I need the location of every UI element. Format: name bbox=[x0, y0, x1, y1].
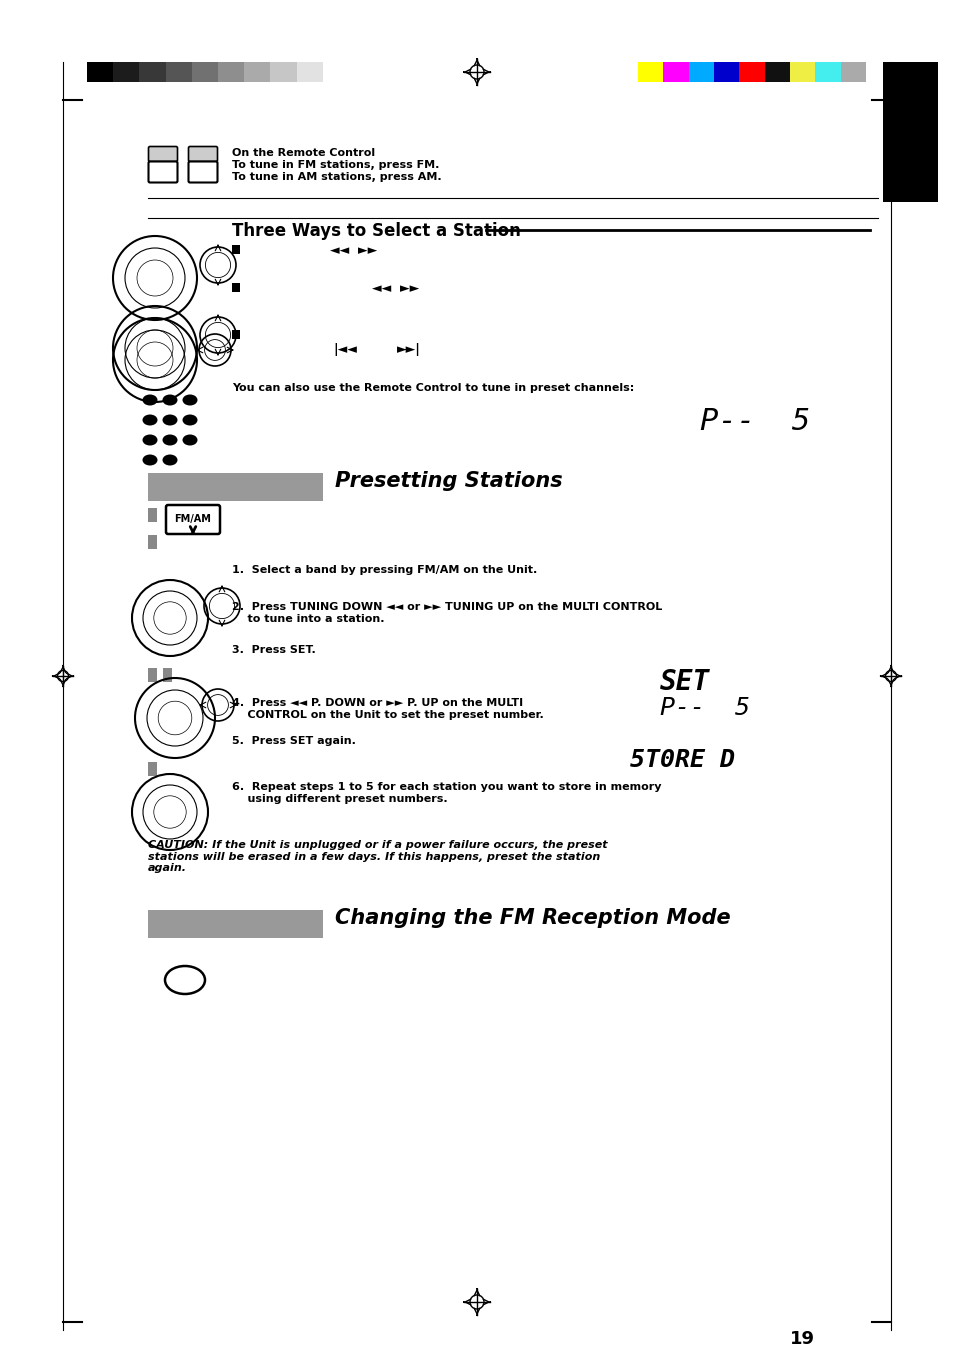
Ellipse shape bbox=[162, 434, 177, 446]
Text: ◄◄  ►►: ◄◄ ►► bbox=[330, 243, 376, 257]
Bar bbox=[218, 62, 244, 82]
Text: SET: SET bbox=[659, 668, 709, 696]
Ellipse shape bbox=[162, 454, 177, 465]
Text: 19: 19 bbox=[789, 1330, 814, 1348]
Bar bbox=[764, 62, 789, 82]
Ellipse shape bbox=[142, 434, 157, 446]
Bar bbox=[815, 62, 840, 82]
Text: |◄◄: |◄◄ bbox=[333, 343, 356, 356]
Text: To tune in FM stations, press FM.: To tune in FM stations, press FM. bbox=[232, 160, 439, 170]
Bar bbox=[148, 508, 157, 522]
Bar bbox=[232, 330, 240, 339]
Text: On the Remote Control: On the Remote Control bbox=[232, 147, 375, 158]
Ellipse shape bbox=[162, 415, 177, 426]
FancyBboxPatch shape bbox=[166, 506, 220, 534]
Bar bbox=[148, 535, 157, 549]
Bar bbox=[322, 62, 349, 82]
Text: ►►|: ►►| bbox=[396, 343, 420, 356]
Text: 5T0RE D: 5T0RE D bbox=[629, 748, 734, 772]
Bar bbox=[739, 62, 764, 82]
FancyBboxPatch shape bbox=[189, 161, 217, 183]
Text: 4.  Press ◄◄ P. DOWN or ►► P. UP on the MULTI
    CONTROL on the Unit to set the: 4. Press ◄◄ P. DOWN or ►► P. UP on the M… bbox=[232, 698, 543, 719]
Bar bbox=[638, 62, 662, 82]
Bar bbox=[148, 668, 157, 681]
Ellipse shape bbox=[182, 415, 197, 426]
Text: FM/AM: FM/AM bbox=[174, 514, 212, 525]
Bar bbox=[662, 62, 688, 82]
Bar bbox=[840, 62, 865, 82]
Bar bbox=[232, 245, 240, 254]
Bar bbox=[270, 62, 296, 82]
Bar bbox=[87, 62, 113, 82]
FancyBboxPatch shape bbox=[189, 146, 217, 161]
Bar bbox=[166, 62, 192, 82]
Ellipse shape bbox=[142, 395, 157, 406]
Bar bbox=[148, 473, 323, 502]
Ellipse shape bbox=[162, 395, 177, 406]
Bar bbox=[139, 62, 166, 82]
Text: Presetting Stations: Presetting Stations bbox=[335, 470, 562, 491]
Bar bbox=[688, 62, 713, 82]
FancyBboxPatch shape bbox=[149, 161, 177, 183]
Text: Three Ways to Select a Station: Three Ways to Select a Station bbox=[232, 222, 520, 241]
Text: 1.  Select a band by pressing FM/AM on the Unit.: 1. Select a band by pressing FM/AM on th… bbox=[232, 565, 537, 575]
Text: CAUTION: If the Unit is unplugged or if a power failure occurs, the preset
stati: CAUTION: If the Unit is unplugged or if … bbox=[148, 840, 607, 873]
Ellipse shape bbox=[142, 454, 157, 465]
Bar bbox=[148, 763, 157, 776]
Bar bbox=[232, 283, 240, 292]
Text: ◄◄  ►►: ◄◄ ►► bbox=[372, 283, 418, 295]
Ellipse shape bbox=[142, 415, 157, 426]
Bar bbox=[244, 62, 270, 82]
Bar bbox=[789, 62, 815, 82]
Text: P--  5: P-- 5 bbox=[659, 696, 749, 721]
Ellipse shape bbox=[182, 434, 197, 446]
Bar bbox=[163, 668, 172, 681]
Bar bbox=[148, 910, 323, 938]
Ellipse shape bbox=[182, 395, 197, 406]
Bar bbox=[192, 62, 218, 82]
FancyBboxPatch shape bbox=[149, 146, 177, 161]
Text: To tune in AM stations, press AM.: To tune in AM stations, press AM. bbox=[232, 172, 441, 183]
Ellipse shape bbox=[165, 965, 205, 994]
Bar bbox=[296, 62, 322, 82]
Text: 5.  Press SET again.: 5. Press SET again. bbox=[232, 735, 355, 746]
Text: You can also use the Remote Control to tune in preset channels:: You can also use the Remote Control to t… bbox=[232, 383, 634, 393]
Text: P--  5: P-- 5 bbox=[700, 407, 809, 435]
Text: Changing the FM Reception Mode: Changing the FM Reception Mode bbox=[335, 909, 730, 927]
Bar bbox=[113, 62, 139, 82]
Text: 2.  Press TUNING DOWN ◄◄ or ►► TUNING UP on the MULTI CONTROL
    to tune into a: 2. Press TUNING DOWN ◄◄ or ►► TUNING UP … bbox=[232, 602, 661, 623]
Bar bbox=[713, 62, 739, 82]
Bar bbox=[882, 62, 937, 201]
Text: 6.  Repeat steps 1 to 5 for each station you want to store in memory
    using d: 6. Repeat steps 1 to 5 for each station … bbox=[232, 781, 660, 803]
Text: 3.  Press SET.: 3. Press SET. bbox=[232, 645, 315, 654]
